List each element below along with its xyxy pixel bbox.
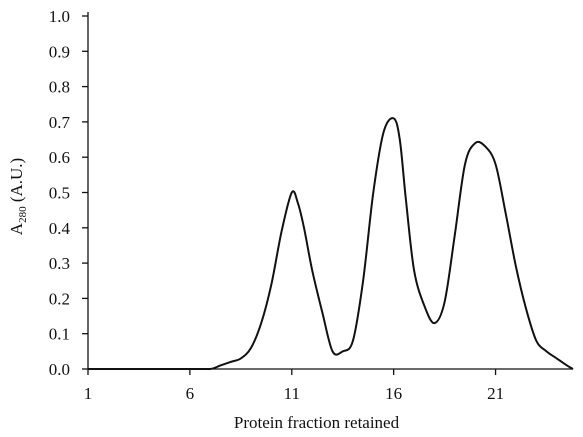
y-tick-label: 0.6 xyxy=(49,148,70,167)
y-tick-label: 0.4 xyxy=(49,219,71,238)
y-axis-ticks: 0.0 0.1 0.2 0.3 0.4 0.5 0.6 0.7 0.8 0.9 1.0 xyxy=(49,7,88,379)
y-tick-label: 0.3 xyxy=(49,254,70,273)
y-tick-label: 1.0 xyxy=(49,7,70,26)
x-tick-label: 11 xyxy=(284,384,300,403)
data-series-line xyxy=(88,117,574,370)
x-axis-title: Protein fraction retained xyxy=(234,413,400,432)
axes xyxy=(87,12,573,370)
x-axis-ticks: 1 6 11 16 21 xyxy=(84,369,504,403)
x-tick-label: 21 xyxy=(487,384,504,403)
y-axis-title-subscript: 280 xyxy=(17,206,29,223)
y-tick-label: 0.0 xyxy=(49,360,70,379)
x-tick-label: 16 xyxy=(385,384,402,403)
y-axis-title: A280 (A.U.) xyxy=(7,158,29,235)
y-tick-label: 0.2 xyxy=(49,289,70,308)
x-tick-label: 1 xyxy=(84,384,93,403)
y-tick-label: 0.9 xyxy=(49,42,70,61)
x-tick-label: 6 xyxy=(186,384,195,403)
y-tick-label: 0.7 xyxy=(49,113,71,132)
y-axis-title-unit: (A.U.) xyxy=(7,158,26,207)
y-tick-label: 0.1 xyxy=(49,325,70,344)
y-axis-title-main: A xyxy=(7,222,26,235)
y-tick-label: 0.8 xyxy=(49,78,70,97)
y-tick-label: 0.5 xyxy=(49,184,70,203)
